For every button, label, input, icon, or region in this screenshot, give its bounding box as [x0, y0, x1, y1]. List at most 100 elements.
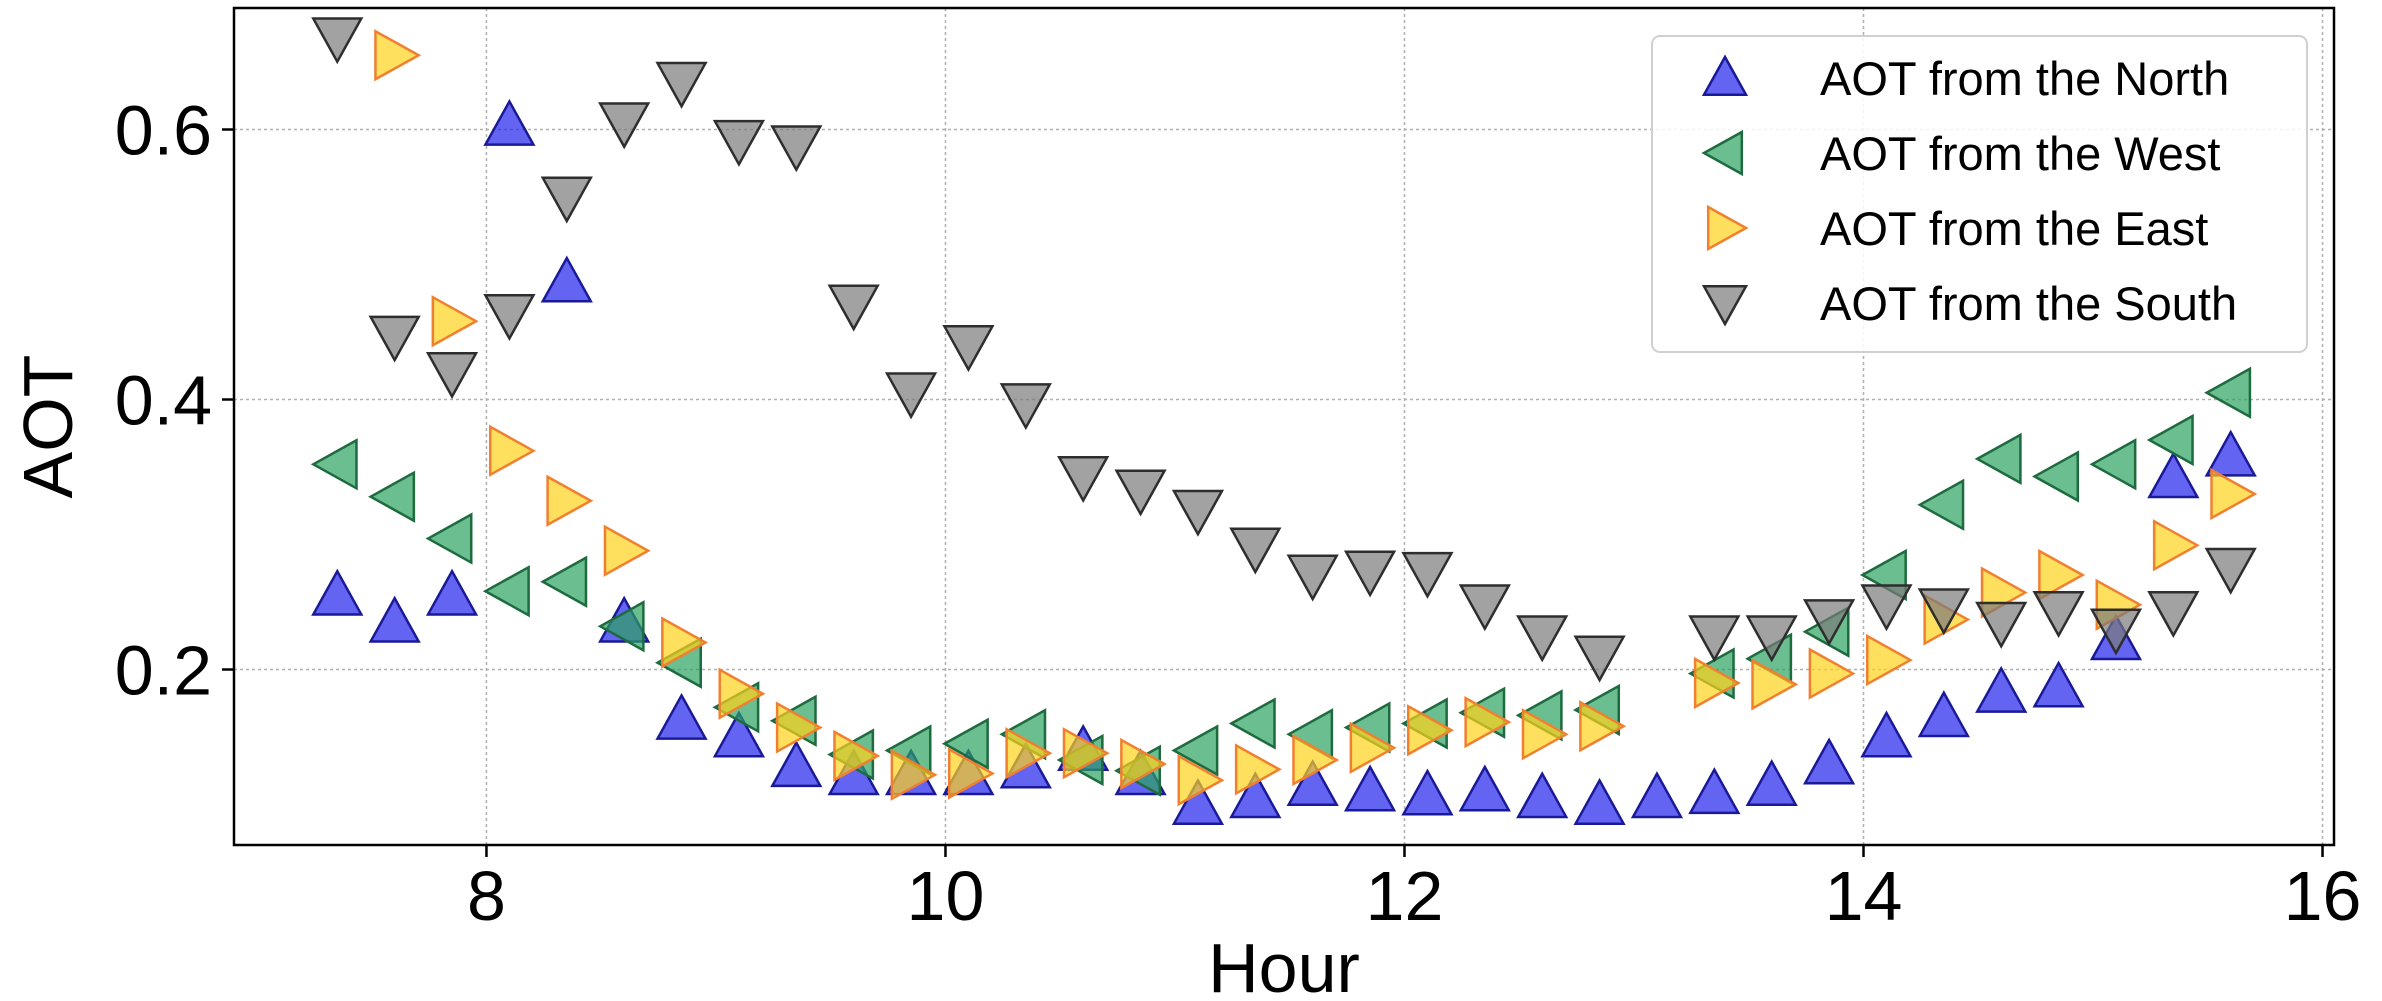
- data-point: [2032, 660, 2085, 708]
- legend-marker: [1701, 54, 1749, 97]
- legend-label: AOT from the North: [1820, 52, 2229, 105]
- data-point: [425, 568, 479, 616]
- data-point: [833, 729, 881, 783]
- data-point: [1917, 588, 1970, 636]
- data-point: [2147, 591, 2200, 639]
- data-point: [310, 438, 358, 491]
- data-point: [1458, 584, 1511, 632]
- data-point: [1917, 690, 1970, 738]
- data-point: [2089, 608, 2143, 656]
- data-point: [368, 595, 421, 643]
- data-point: [1802, 599, 1856, 647]
- data-point: [1171, 489, 1225, 537]
- data-point: [1228, 697, 1276, 750]
- data-point: [661, 616, 709, 669]
- data-point: [1630, 771, 1684, 819]
- plot-area-frame: [232, 6, 2336, 847]
- data-point: [999, 383, 1052, 431]
- data-point: [311, 568, 364, 616]
- data-point: [374, 29, 422, 82]
- legend-label: AOT from the South: [1820, 277, 2237, 330]
- data-point: [1975, 665, 2028, 713]
- data-point: [1062, 727, 1110, 780]
- data-point: [1745, 615, 1798, 663]
- data-point: [2032, 450, 2080, 503]
- data-point: [368, 470, 416, 523]
- data-point: [603, 524, 651, 577]
- data-point: [1808, 647, 1856, 700]
- y-axis-label: AOT: [9, 355, 87, 499]
- data-point: [1866, 633, 1914, 687]
- data-point: [1860, 584, 1913, 632]
- data-point: [1974, 432, 2022, 486]
- data-point: [2204, 547, 2257, 595]
- data-point: [540, 555, 588, 608]
- data-point: [598, 102, 651, 150]
- data-point: [770, 740, 823, 788]
- data-point: [1005, 727, 1053, 780]
- y-tick-label: 0.6: [115, 92, 212, 170]
- data-point: [1688, 615, 1741, 663]
- data-point: [712, 119, 766, 167]
- x-tick-label: 12: [1366, 857, 1444, 935]
- legend-label: AOT from the East: [1820, 202, 2208, 255]
- data-point: [1234, 743, 1282, 796]
- x-tick-label: 10: [907, 857, 985, 935]
- data-point: [1579, 700, 1627, 753]
- legend: AOT from the North AOT from the West AOT f…: [1651, 35, 2308, 353]
- data-point: [941, 717, 989, 770]
- y-axis-ticks: 0.2 0.4 0.6: [115, 92, 234, 710]
- data-point: [884, 372, 938, 420]
- data-point: [1693, 656, 1741, 710]
- data-point: [368, 315, 421, 363]
- data-point: [1751, 658, 1799, 711]
- data-point: [1171, 777, 1225, 825]
- data-point: [1114, 469, 1167, 517]
- data-point: [655, 61, 708, 109]
- x-axis-ticks: 8 10 12 14 16: [467, 845, 2361, 935]
- data-point: [1286, 759, 1339, 807]
- data-point: [1802, 737, 1856, 785]
- data-point: [1401, 768, 1454, 816]
- data-point: [2204, 366, 2252, 419]
- data-point: [540, 176, 593, 224]
- data-point: [1401, 551, 1454, 599]
- data-point: [2152, 519, 2200, 572]
- data-point: [1343, 550, 1397, 598]
- data-point: [2204, 429, 2257, 477]
- data-point: [1688, 767, 1741, 815]
- data-point: [2147, 451, 2200, 499]
- data-point: [1516, 771, 1569, 819]
- data-point: [1521, 708, 1569, 761]
- data-point: [2210, 467, 2258, 521]
- data-point: [770, 125, 823, 173]
- data-point: [718, 667, 766, 720]
- data-point: [1292, 733, 1340, 787]
- data-point: [2032, 591, 2085, 639]
- data-point: [546, 474, 594, 527]
- data-point: [1860, 710, 1913, 758]
- data-point: [1917, 478, 1965, 531]
- data-point: [947, 747, 996, 800]
- data-point: [1120, 737, 1168, 791]
- data-point: [942, 325, 995, 373]
- data-point: [311, 17, 364, 65]
- data-point: [1458, 764, 1511, 812]
- data-point: [2146, 413, 2194, 467]
- legend-marker: [1701, 284, 1749, 327]
- data-point: [1573, 635, 1626, 683]
- data-point: [655, 692, 708, 740]
- legend-marker: [1706, 204, 1749, 252]
- series-triangle-right: [374, 29, 2258, 807]
- data-point: [1286, 554, 1339, 602]
- data-point: [712, 710, 766, 758]
- x-tick-label: 14: [1825, 857, 1903, 935]
- data-point: [431, 295, 479, 348]
- data-point: [1171, 724, 1219, 777]
- legend-box: [1651, 35, 2308, 353]
- data-point: [890, 748, 938, 801]
- data-point: [1177, 754, 1225, 807]
- data-point: [1349, 721, 1397, 774]
- data-point: [2038, 548, 2086, 602]
